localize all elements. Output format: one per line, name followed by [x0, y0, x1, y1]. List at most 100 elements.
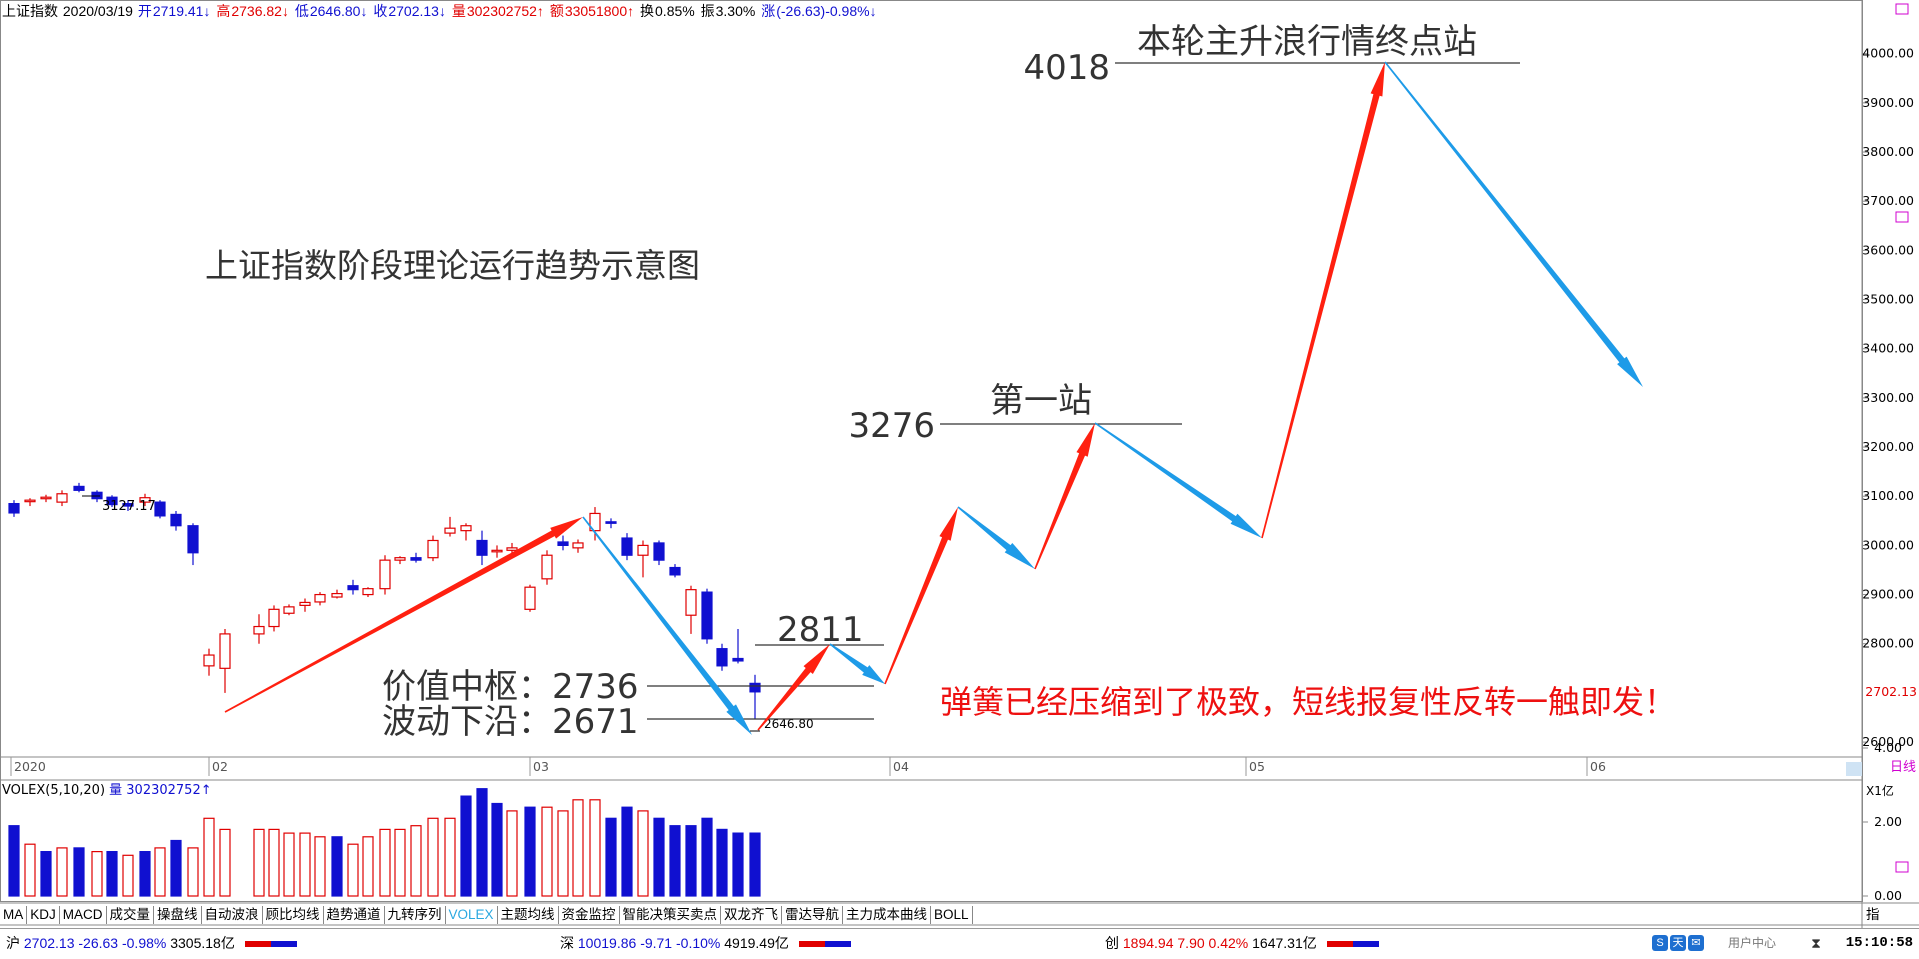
price-tick-label: 3300.00: [1862, 390, 1914, 405]
tab-8[interactable]: 九转序列: [385, 906, 446, 924]
close-label: 收: [373, 3, 388, 19]
price-tick-label: 3000.00: [1862, 537, 1914, 552]
tab-15[interactable]: 主力成本曲线: [843, 906, 932, 924]
candle-body: [749, 682, 761, 693]
rise-arrow-1: [224, 517, 584, 713]
volume-bar: [491, 802, 503, 897]
sh-ratio-bar-blue: [270, 941, 297, 948]
volume-bar: [331, 836, 343, 897]
sh-ratio-bar-red: [244, 941, 271, 948]
user-center-link[interactable]: 用户中心: [1728, 936, 1777, 950]
kline-chart[interactable]: 4000.00 3900.00 3800.00 3700.00 3600.00 3500.…: [0, 0, 1919, 928]
volume-bar: [669, 825, 681, 897]
candle-body: [427, 539, 439, 559]
volume-bar: [476, 788, 488, 897]
candle-body: [572, 542, 584, 549]
candle-body: [219, 633, 231, 669]
volume-bar: [506, 810, 518, 897]
candle-body: [122, 503, 134, 507]
volume-bar: [716, 828, 728, 897]
index-name: 上证指数: [2, 3, 58, 19]
rise-arrow-4: [1034, 423, 1095, 570]
tab-0[interactable]: MA: [0, 906, 28, 924]
candle-body: [139, 497, 151, 503]
price-tick-label: 3900.00: [1862, 95, 1914, 110]
volume-bar: [122, 854, 134, 897]
volume-bar: [56, 847, 68, 897]
cy-label: 创: [1105, 935, 1119, 951]
rise-arrow-5: [1261, 62, 1385, 539]
candle-body: [506, 547, 518, 551]
shenzhen-quote[interactable]: 深 10019.86 -9.71 -0.10% 4919.49亿: [560, 929, 851, 957]
shanghai-quote[interactable]: 沪 2702.13 -26.63 -0.98% 3305.18亿: [6, 929, 297, 957]
chinext-quote[interactable]: 创 1894.94 7.90 0.42% 1647.31亿: [1105, 929, 1379, 957]
corner-marker: [1895, 3, 1909, 15]
candle-body: [685, 589, 697, 616]
candle-body: [24, 499, 36, 503]
tab-10[interactable]: 主题均线: [498, 906, 559, 924]
tab-11[interactable]: 资金监控: [559, 906, 620, 924]
candle-body: [653, 542, 665, 561]
candle-body: [347, 585, 359, 591]
tab-13[interactable]: 双龙齐飞: [721, 906, 783, 924]
tab-12[interactable]: 智能决策买卖点: [620, 906, 722, 924]
tab-9[interactable]: VOLEX: [446, 906, 498, 924]
open-value: 2719.41↓: [152, 3, 211, 19]
chat-icon[interactable]: ✉: [1688, 935, 1704, 951]
drop-arrow-2: [829, 643, 885, 684]
tian-service-icon[interactable]: 天: [1670, 935, 1686, 951]
level-2811-label: 2811: [777, 610, 864, 650]
tab-4[interactable]: 操盘线: [154, 906, 202, 924]
tab-16[interactable]: BOLL: [931, 906, 973, 924]
low-value: 2646.80↓: [309, 3, 368, 19]
price-tick-label: 4000.00: [1862, 46, 1914, 61]
candle-body: [444, 527, 456, 534]
cy-amount: 1647.31亿: [1252, 935, 1317, 951]
month-label: 03: [533, 759, 549, 774]
candle-body: [732, 657, 744, 662]
sz-change: -9.71: [640, 935, 673, 951]
tab-1[interactable]: KDJ: [27, 906, 60, 924]
scroll-thumb: [1846, 762, 1862, 776]
volume-bar: [605, 817, 617, 897]
cy-price: 1894.94: [1122, 935, 1174, 951]
volume-unit-label: X1亿: [1866, 783, 1894, 798]
s-service-icon[interactable]: S: [1652, 935, 1668, 951]
candle-body: [268, 608, 280, 628]
volume-bar: [203, 817, 215, 897]
volume-bar: [749, 832, 761, 897]
quote-info-bar: 上证指数 2020/03/19 开2719.41↓ 高2736.82↓ 低264…: [0, 0, 1862, 22]
candle-body: [40, 496, 52, 500]
tab-3[interactable]: 成交量: [107, 906, 155, 924]
peak-stop-label: 本轮主升浪行情终点站: [1137, 22, 1477, 62]
candle-body: [154, 501, 166, 517]
signal-icon: ⧗: [1808, 935, 1824, 951]
price-tick-label: 3100.00: [1862, 488, 1914, 503]
volume-bar: [394, 828, 406, 897]
sz-label: 深: [560, 935, 574, 951]
peak-value-label: 4018: [1023, 48, 1110, 88]
tab-5[interactable]: 自动波浪: [202, 906, 263, 924]
tab-2[interactable]: MACD: [60, 906, 107, 924]
sh-label: 沪: [6, 935, 20, 951]
tab-6[interactable]: 顾比均线: [263, 906, 324, 924]
volume-bar: [253, 828, 265, 897]
volume-bar: [685, 825, 697, 897]
change-label: 涨: [761, 3, 776, 19]
volume-bar: [701, 817, 713, 897]
tab-index[interactable]: 指: [1866, 907, 1880, 922]
candle-body: [91, 491, 103, 500]
sh-price: 2702.13: [23, 935, 75, 951]
first-stop-label: 第一站: [990, 381, 1092, 421]
amplitude-value: 3.30%: [715, 3, 756, 19]
tab-7[interactable]: 趋势通道: [324, 906, 385, 924]
candle-body: [8, 503, 20, 514]
side-marker-2: [1895, 861, 1909, 873]
volume-bar: [621, 806, 633, 897]
volume-bar: [572, 799, 584, 897]
price-tick-label: 3500.00: [1862, 292, 1914, 307]
tab-14[interactable]: 雷达导航: [782, 906, 844, 924]
sz-price: 10019.86: [577, 935, 637, 951]
volume-bar: [379, 828, 391, 897]
volume-tick-label: 2.00: [1874, 814, 1902, 829]
